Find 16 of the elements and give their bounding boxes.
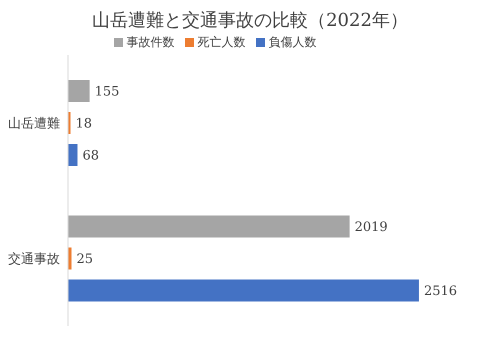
data-label: 2516 xyxy=(424,284,458,300)
bar xyxy=(68,216,350,238)
data-label: 18 xyxy=(76,116,92,132)
data-label: 2019 xyxy=(354,220,388,236)
y-tick-label: 交通事故 xyxy=(8,250,60,267)
legend-label: 死亡人数 xyxy=(198,35,246,49)
chart-title: 山岳遭難と交通事故の比較（2022年） xyxy=(91,9,409,33)
bar xyxy=(68,144,78,166)
bar xyxy=(68,280,419,302)
bar xyxy=(68,80,90,102)
legend-label: 事故件数 xyxy=(126,35,174,49)
data-label: 68 xyxy=(82,148,100,164)
legend-label: 負傷人数 xyxy=(268,35,316,49)
data-label: 25 xyxy=(76,252,94,268)
y-tick-label: 山岳遭難 xyxy=(8,116,60,132)
data-label: 155 xyxy=(94,84,120,100)
